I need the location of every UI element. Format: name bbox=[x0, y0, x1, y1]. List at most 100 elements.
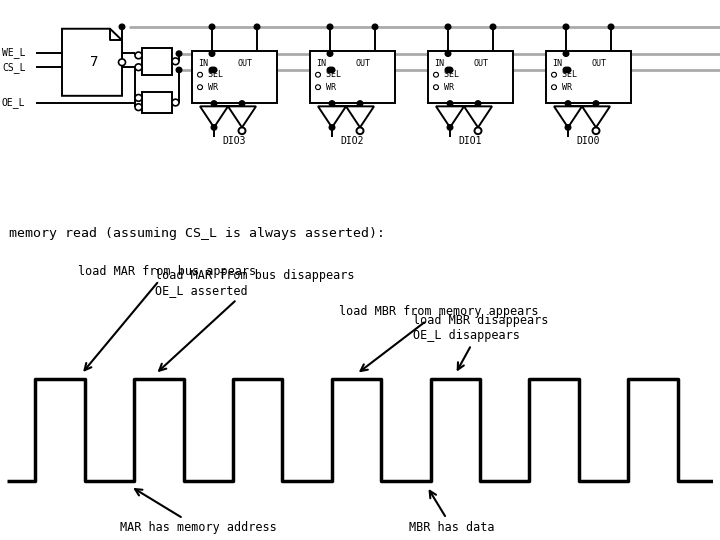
Text: o SEL: o SEL bbox=[434, 70, 459, 79]
Text: o WR: o WR bbox=[434, 83, 454, 92]
Bar bbox=[310, 51, 395, 104]
Circle shape bbox=[552, 85, 557, 90]
Circle shape bbox=[565, 125, 571, 130]
Text: DIO0: DIO0 bbox=[576, 136, 600, 146]
Text: o WR: o WR bbox=[198, 83, 218, 92]
Circle shape bbox=[433, 72, 438, 77]
Circle shape bbox=[327, 24, 333, 30]
Circle shape bbox=[447, 68, 453, 72]
Circle shape bbox=[238, 127, 246, 134]
Circle shape bbox=[593, 127, 600, 134]
Polygon shape bbox=[464, 106, 492, 127]
Circle shape bbox=[445, 51, 451, 56]
Circle shape bbox=[433, 85, 438, 90]
Circle shape bbox=[474, 127, 482, 134]
Circle shape bbox=[447, 101, 453, 106]
Circle shape bbox=[475, 101, 481, 106]
Text: OUT: OUT bbox=[356, 59, 371, 68]
Text: MAR has memory address: MAR has memory address bbox=[120, 489, 277, 534]
Circle shape bbox=[563, 24, 569, 30]
Circle shape bbox=[447, 125, 453, 130]
Circle shape bbox=[211, 101, 217, 106]
Polygon shape bbox=[62, 29, 122, 96]
Text: load MAR from bus disappears
OE_L asserted: load MAR from bus disappears OE_L assert… bbox=[156, 268, 355, 370]
Circle shape bbox=[608, 24, 613, 30]
Circle shape bbox=[552, 72, 557, 77]
Bar bbox=[142, 92, 172, 113]
Polygon shape bbox=[554, 106, 582, 127]
Circle shape bbox=[372, 24, 378, 30]
Circle shape bbox=[445, 24, 451, 30]
Text: load MAR from bus appears: load MAR from bus appears bbox=[78, 265, 256, 370]
Text: o WR: o WR bbox=[316, 83, 336, 92]
Text: load MBR disappears
OE_L disappears: load MBR disappears OE_L disappears bbox=[413, 314, 549, 370]
Circle shape bbox=[315, 72, 320, 77]
Text: o SEL: o SEL bbox=[316, 70, 341, 79]
Text: DIO2: DIO2 bbox=[341, 136, 364, 146]
Circle shape bbox=[172, 99, 179, 106]
Text: IN: IN bbox=[316, 59, 326, 68]
Circle shape bbox=[172, 58, 179, 65]
Polygon shape bbox=[436, 106, 464, 127]
Circle shape bbox=[254, 24, 260, 30]
Text: 7: 7 bbox=[90, 55, 98, 69]
Circle shape bbox=[327, 68, 333, 72]
Circle shape bbox=[210, 51, 215, 56]
Circle shape bbox=[357, 101, 363, 106]
Text: OE_L: OE_L bbox=[2, 97, 25, 108]
Circle shape bbox=[135, 94, 142, 101]
Circle shape bbox=[329, 101, 335, 106]
Text: IN: IN bbox=[198, 59, 208, 68]
Circle shape bbox=[120, 24, 125, 30]
Circle shape bbox=[239, 101, 245, 106]
Bar bbox=[192, 51, 277, 104]
Circle shape bbox=[445, 68, 451, 72]
Circle shape bbox=[210, 24, 215, 30]
Polygon shape bbox=[346, 106, 374, 127]
Text: o SEL: o SEL bbox=[552, 70, 577, 79]
Circle shape bbox=[197, 72, 202, 77]
Bar bbox=[546, 51, 631, 104]
Text: o WR: o WR bbox=[552, 83, 572, 92]
Circle shape bbox=[563, 68, 569, 72]
Circle shape bbox=[327, 51, 333, 56]
Text: WE_L: WE_L bbox=[2, 48, 25, 58]
Circle shape bbox=[490, 24, 496, 30]
Circle shape bbox=[119, 59, 125, 66]
Circle shape bbox=[197, 85, 202, 90]
Circle shape bbox=[329, 68, 335, 72]
Text: MBR has data: MBR has data bbox=[410, 491, 495, 534]
Circle shape bbox=[210, 68, 215, 72]
Circle shape bbox=[315, 85, 320, 90]
Text: OUT: OUT bbox=[592, 59, 607, 68]
Polygon shape bbox=[228, 106, 256, 127]
Text: OUT: OUT bbox=[238, 59, 253, 68]
Circle shape bbox=[211, 68, 217, 72]
Circle shape bbox=[329, 125, 335, 130]
Circle shape bbox=[563, 51, 569, 56]
Circle shape bbox=[356, 127, 364, 134]
Bar bbox=[428, 51, 513, 104]
Text: OUT: OUT bbox=[474, 59, 489, 68]
Circle shape bbox=[565, 68, 571, 72]
Circle shape bbox=[135, 52, 142, 59]
Polygon shape bbox=[582, 106, 610, 127]
Polygon shape bbox=[200, 106, 228, 127]
Circle shape bbox=[135, 64, 142, 71]
Text: DIO1: DIO1 bbox=[458, 136, 482, 146]
Circle shape bbox=[565, 101, 571, 106]
Text: IN: IN bbox=[434, 59, 444, 68]
Circle shape bbox=[176, 51, 181, 56]
Text: load MBR from memory appears: load MBR from memory appears bbox=[339, 305, 539, 371]
Text: CS_L: CS_L bbox=[2, 62, 25, 73]
Bar bbox=[142, 48, 172, 75]
Polygon shape bbox=[318, 106, 346, 127]
Text: o SEL: o SEL bbox=[198, 70, 223, 79]
Text: memory read (assuming CS_L is always asserted):: memory read (assuming CS_L is always ass… bbox=[9, 227, 384, 240]
Circle shape bbox=[593, 101, 599, 106]
Text: DIO3: DIO3 bbox=[222, 136, 246, 146]
Circle shape bbox=[176, 68, 181, 72]
Circle shape bbox=[135, 104, 142, 111]
Circle shape bbox=[211, 125, 217, 130]
Text: IN: IN bbox=[552, 59, 562, 68]
